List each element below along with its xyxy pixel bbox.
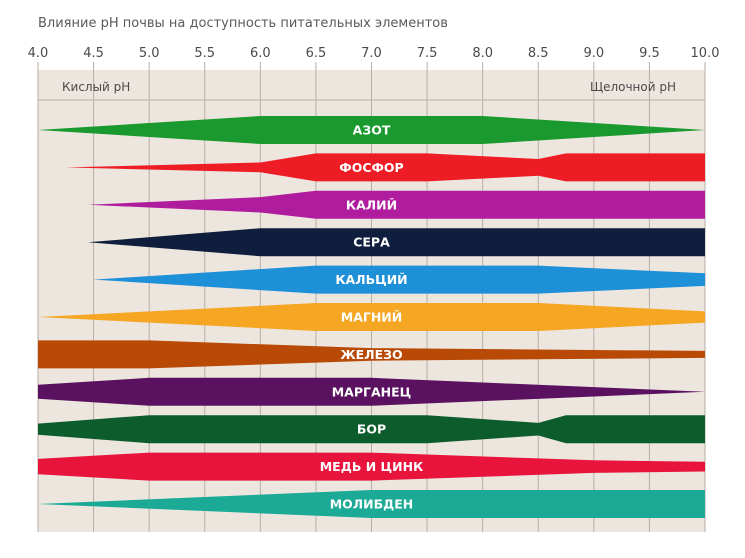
chart-title: Влияние рН почвы на доступность питатель… — [38, 16, 448, 31]
nutrient-bands: АЗОТ ФОСФОР КАЛИЙ СЕРА КАЛЬЦИЙ МАГНИЙ ЖЕЛЕЗО МА… — [38, 116, 706, 518]
x-tick-label: 8.5 — [528, 46, 549, 61]
left-side-label: Кислый рН — [62, 80, 130, 94]
x-tick-label: 5.5 — [194, 46, 215, 61]
band-1 — [38, 116, 705, 144]
band-label: КАЛЬЦИЙ — [335, 272, 407, 287]
band-label: ЖЕЛЕЗО — [340, 347, 402, 362]
x-tick-label: 5.0 — [139, 46, 160, 61]
x-tick-label: 10.0 — [691, 46, 720, 61]
band-label: МЕДЬ И ЦИНК — [320, 459, 424, 474]
band-4 — [88, 228, 705, 257]
x-tick-label: 6.0 — [250, 46, 271, 61]
x-tick-label: 8.0 — [472, 46, 493, 61]
x-tick-label: 4.5 — [83, 46, 104, 61]
band-10 — [38, 452, 705, 481]
band-8 — [38, 377, 705, 406]
band-9 — [38, 415, 705, 444]
x-tick-label: 7.5 — [417, 46, 438, 61]
band-11 — [38, 490, 705, 518]
x-tick-label: 6.5 — [306, 46, 327, 61]
band-label: СЕРА — [353, 235, 390, 250]
band-label: КАЛИЙ — [346, 197, 397, 212]
x-tick-label: 4.0 — [28, 46, 49, 61]
band-5 — [93, 265, 706, 294]
band-label: АЗОТ — [353, 123, 391, 138]
right-side-label: Щелочной рН — [590, 80, 676, 94]
band-label: МОЛИБДЕН — [330, 497, 414, 512]
band-6 — [38, 303, 705, 331]
band-label: МАГНИЙ — [341, 310, 402, 325]
x-tick-label: 9.0 — [583, 46, 604, 61]
band-7 — [38, 340, 705, 369]
band-label: БОР — [357, 422, 386, 437]
x-tick-label: 9.5 — [639, 46, 660, 61]
band-3 — [88, 190, 705, 219]
band-label: ФОСФОР — [339, 160, 403, 175]
band-label: МАРГАНЕЦ — [332, 384, 412, 399]
x-tick-label: 7.0 — [361, 46, 382, 61]
x-tick-labels: 4.0 4.5 5.0 5.5 6.0 6.5 7.0 7.5 8.0 8.5 9.0 9.5 10.0 — [28, 46, 720, 61]
band-2 — [65, 153, 706, 182]
